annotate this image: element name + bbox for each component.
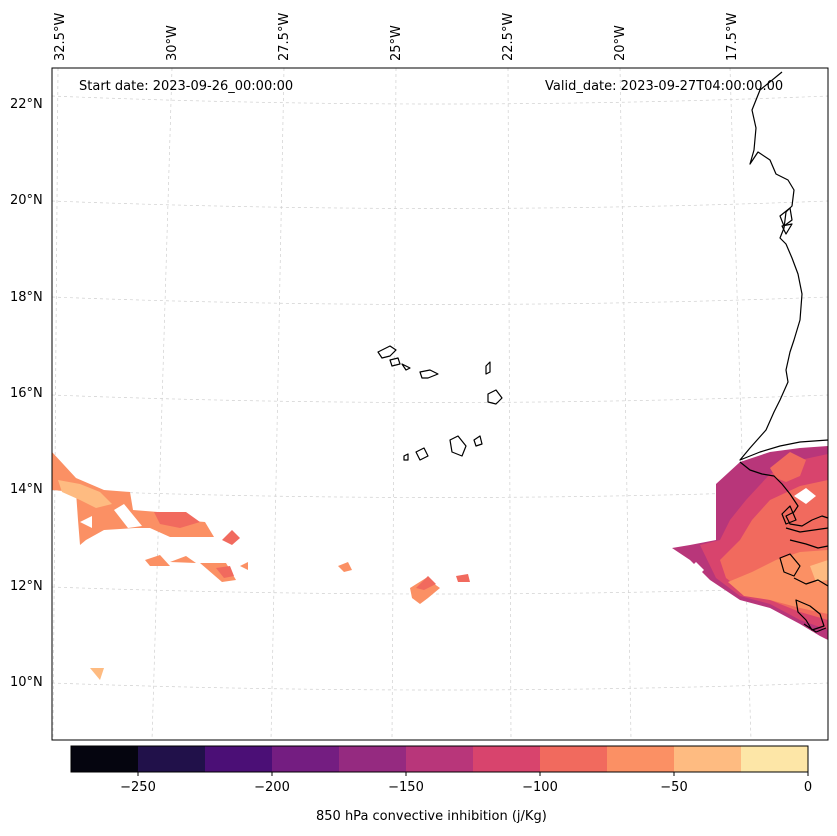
lat-label-22n: 22°N bbox=[10, 97, 43, 112]
lat-label-10n: 10°N bbox=[10, 675, 43, 690]
colorbar-tick-label: −50 bbox=[660, 780, 688, 795]
lon-label-22-5w: 22.5°W bbox=[501, 12, 516, 61]
colorbar bbox=[70, 745, 809, 776]
lat-label-12n: 12°N bbox=[10, 579, 43, 594]
lon-label-32-5w: 32.5°W bbox=[53, 12, 68, 61]
colorbar-tick-label: 0 bbox=[803, 780, 813, 795]
coastlines bbox=[377, 71, 829, 633]
colorbar-segment bbox=[71, 746, 139, 772]
colorbar-segment bbox=[473, 746, 541, 772]
colorbar-segment bbox=[406, 746, 474, 772]
colorbar-label: 850 hPa convective inhibition (j/Kg) bbox=[316, 809, 547, 824]
colorbar-segment bbox=[205, 746, 273, 772]
graticule bbox=[51, 67, 829, 741]
map-panel bbox=[51, 67, 829, 741]
colorbar-tick-label: −150 bbox=[388, 780, 424, 795]
colorbar-segment bbox=[138, 746, 206, 772]
lon-label-17-5w: 17.5°W bbox=[725, 12, 740, 61]
colorbar-tick-label: −100 bbox=[522, 780, 558, 795]
lat-label-14n: 14°N bbox=[10, 482, 43, 497]
colorbar-tick-label: −200 bbox=[254, 780, 290, 795]
lon-label-25w: 25°W bbox=[389, 25, 404, 61]
lat-label-16n: 16°N bbox=[10, 386, 43, 401]
colorbar-segment bbox=[741, 746, 809, 772]
start-date-label: Start date: 2023-09-26_00:00:00 bbox=[79, 79, 294, 94]
lat-label-18n: 18°N bbox=[10, 290, 43, 305]
colorbar-segment bbox=[272, 746, 340, 772]
valid-date-label: Valid_date: 2023-09-27T04:00:00.00 bbox=[545, 79, 784, 94]
lon-label-30w: 30°W bbox=[165, 25, 180, 61]
cin-field-east bbox=[672, 446, 828, 640]
colorbar-segment bbox=[674, 746, 742, 772]
colorbar-segment bbox=[540, 746, 608, 772]
cin-field-west bbox=[52, 452, 470, 680]
colorbar-segment bbox=[607, 746, 675, 772]
colorbar-frame bbox=[70, 745, 809, 773]
colorbar-tick-label: −250 bbox=[120, 780, 156, 795]
lon-label-20w: 20°W bbox=[613, 25, 628, 61]
lat-label-20n: 20°N bbox=[10, 193, 43, 208]
colorbar-segment bbox=[339, 746, 407, 772]
lon-label-27-5w: 27.5°W bbox=[277, 12, 292, 61]
